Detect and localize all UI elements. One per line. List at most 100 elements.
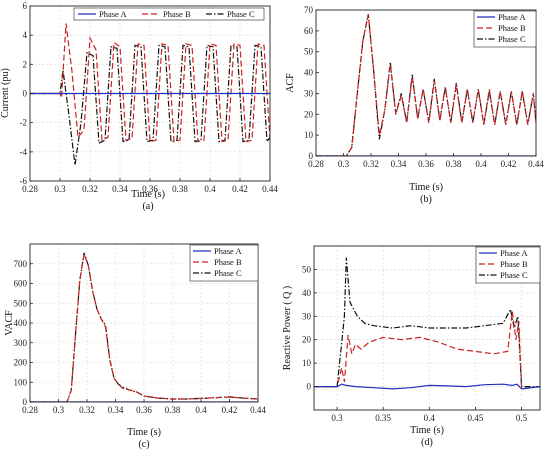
series-line-phase-c [316,14,536,156]
y-axis-label: Reactive Power ( Q ) [282,286,293,370]
legend-label: Phase B [500,259,528,269]
y-tick-label: -2 [20,118,28,128]
series-line-phase-a [314,383,540,390]
y-tick-label: 100 [14,377,28,387]
x-tick-label: 0.44 [262,184,278,194]
series-line-phase-c [30,44,270,166]
y-tick-label: 50 [304,47,314,57]
x-tick-label: 0.4 [195,405,207,415]
x-tick-label: 0.3 [53,405,65,415]
chart-a: 0.28 0.3 0.32 0.34 0.36 0.38 0.4 0.42 0.44 -6 -4 -2… [0,1,278,212]
x-axis-label: Time (s) [410,425,444,436]
x-tick-label: 0.5 [516,413,528,423]
x-tick-label: 0.4 [475,159,487,169]
x-tick-label: 0.36 [136,405,152,415]
y-tick-label: 0 [309,151,314,161]
y-tick-label: -4 [20,147,28,157]
x-axis-label: Time (s) [131,189,165,200]
y-axis-label: Current (pu) [0,68,11,118]
x-tick-label: 0.28 [308,159,324,169]
x-tick-label: 0.44 [250,405,266,415]
y-tick-label: 200 [14,358,28,368]
y-tick-label: 400 [14,318,28,328]
x-tick-label: 0.32 [363,159,379,169]
x-tick-label: 0.45 [468,413,484,423]
x-tick-label: 0.38 [446,159,462,169]
x-tick-label: 0.42 [501,159,517,169]
y-tick-label: 4 [23,30,28,40]
y-tick-label: 0 [23,89,28,99]
y-tick-label: 40 [302,288,312,298]
legend-label: Phase B [214,257,242,267]
panel-caption: (d) [421,437,433,448]
series-line-phase-b [30,251,258,402]
x-tick-label: 0.3 [54,184,66,194]
y-tick-label: 40 [304,68,314,78]
y-tick-label: 2 [23,59,28,69]
y-tick-label: 30 [302,311,312,321]
panel-caption: (c) [138,439,149,450]
chart-c: 0.28 0.3 0.32 0.34 0.36 0.38 0.4 0.42 0.44 0 100 20… [4,243,266,450]
x-axis-label: Time (s) [409,182,443,193]
y-tick-label: 500 [14,298,28,308]
x-tick-label: 0.34 [108,405,124,415]
x-tick-label: 0.35 [375,413,391,423]
y-axis-label: VACF [4,310,15,336]
legend-label: Phase A [214,246,242,256]
y-tick-label: 50 [302,264,312,274]
legend: Phase A Phase B Phase C [73,7,265,21]
legend-label: Phase C [498,34,526,44]
legend-label: Phase C [214,268,242,278]
y-tick-label: 600 [14,279,28,289]
x-tick-label: 0.28 [22,405,38,415]
series-line-phase-b [314,311,540,390]
plot-frame [313,245,541,411]
x-tick-label: 0.3 [338,159,350,169]
y-tick-label: 700 [14,259,28,269]
y-tick-label: 0 [23,397,28,407]
y-tick-label: 10 [302,358,312,368]
x-tick-label: 0.38 [172,184,188,194]
y-tick-label: 70 [304,5,314,15]
panel-caption: (b) [420,194,432,205]
x-tick-label: 0.32 [79,405,95,415]
series-line-phase-b [316,14,536,156]
y-tick-label: 0 [307,382,312,392]
x-tick-label: 0.4 [424,413,436,423]
y-tick-label: 20 [302,335,312,345]
y-tick-label: -6 [20,176,28,186]
legend-label: Phase A [500,248,528,258]
legend-label: Phase A [99,9,127,19]
y-tick-label: 300 [14,338,28,348]
x-tick-label: 0.44 [528,159,544,169]
chart-b: 0.28 0.3 0.32 0.34 0.36 0.38 0.4 0.42 0.44 0 10 20 3… [285,5,544,205]
x-tick-label: 0.34 [112,184,128,194]
legend-label: Phase C [500,270,528,280]
x-tick-label: 0.34 [391,159,407,169]
x-tick-label: 0.32 [82,184,98,194]
legend-box [73,7,265,21]
panel-caption: (a) [142,201,153,212]
legend-label: Phase C [227,9,255,19]
x-tick-label: 0.28 [22,184,38,194]
x-tick-label: 0.42 [222,405,238,415]
x-tick-label: 0.36 [418,159,434,169]
x-tick-label: 0.38 [165,405,181,415]
y-tick-label: 6 [23,1,28,11]
x-tick-label: 0.42 [232,184,248,194]
y-tick-label: 20 [304,109,314,119]
series-line-phase-c [314,257,540,388]
x-tick-label: 0.36 [142,184,158,194]
y-axis-label: ACF [285,73,296,93]
y-tick-label: 10 [304,130,314,140]
x-tick-label: 0.3 [331,413,343,423]
legend-label: Phase B [163,9,191,19]
x-axis-label: Time (s) [127,427,161,438]
y-tick-label: 60 [304,26,314,36]
y-tick-label: 30 [304,88,314,98]
legend-label: Phase A [498,12,526,22]
series-line-phase-b [30,23,270,143]
